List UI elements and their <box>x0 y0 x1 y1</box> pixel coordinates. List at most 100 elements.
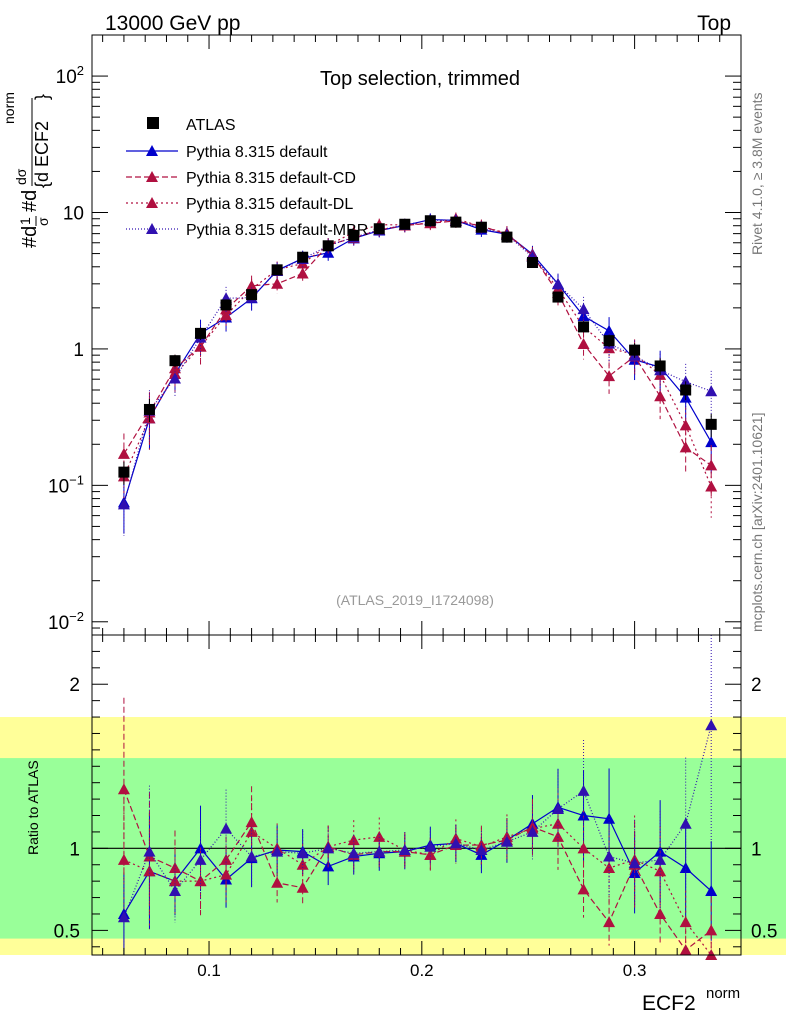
series-point <box>117 447 130 459</box>
ratio-point <box>296 881 309 893</box>
data-point <box>169 355 181 367</box>
ratio-point <box>603 916 616 928</box>
data-point <box>654 360 666 372</box>
ratio-point <box>424 848 437 860</box>
ratio-tick-label-left: 0.5 <box>54 921 80 942</box>
data-point <box>629 344 641 356</box>
ratio-line-0 <box>123 806 712 915</box>
ratio-point <box>654 845 667 857</box>
y-tick-label: 10−2 <box>48 609 84 634</box>
x-axis-label: ECF2 <box>642 992 696 1015</box>
svg-text:1: 1 <box>17 217 33 225</box>
series-point <box>705 459 718 471</box>
svg-text:#d: #d <box>19 226 41 248</box>
ratio-point <box>271 876 284 888</box>
ratio-point <box>475 843 488 855</box>
ratio-tick-label-left: 2 <box>69 675 80 696</box>
ratio-point <box>577 784 590 796</box>
ratio-point <box>526 825 539 837</box>
ratio-line-2 <box>123 823 712 956</box>
svg-text:norm: norm <box>1 92 17 124</box>
ratio-point <box>654 907 667 919</box>
ratio-point <box>577 883 590 895</box>
series-point <box>679 441 692 453</box>
data-point <box>220 299 232 311</box>
legend-atlas-label: ATLAS <box>186 117 236 134</box>
legend-atlas-marker <box>147 117 159 129</box>
series-point <box>679 375 692 387</box>
series-line-2 <box>123 218 712 487</box>
data-point <box>501 231 513 243</box>
ratio-point <box>552 830 565 842</box>
series-point <box>705 436 718 448</box>
ratio-point <box>373 830 386 842</box>
data-point <box>705 418 717 430</box>
y-tick-label: 10−1 <box>48 472 84 497</box>
series-point <box>705 385 718 397</box>
ratio-point <box>705 719 718 731</box>
ratio-point <box>117 783 130 795</box>
ratio-tick-label-left: 1 <box>69 839 80 860</box>
series-line-3 <box>123 219 712 505</box>
ratio-point <box>220 868 233 880</box>
x-tick-label: 0.1 <box>197 961 221 980</box>
series-point <box>603 370 616 382</box>
svg-text:#d: #d <box>19 190 41 212</box>
y-tick-label: 102 <box>56 63 84 88</box>
ratio-point <box>679 862 692 874</box>
legend: ATLAS Pythia 8.315 default Pythia 8.315 d… <box>126 117 368 239</box>
ratio-point <box>322 842 335 854</box>
series-point <box>679 419 692 431</box>
legend-marker <box>146 197 158 208</box>
ratio-point <box>679 817 692 829</box>
ratio-point <box>679 944 692 956</box>
svg-text:σ: σ <box>35 217 51 226</box>
series-point <box>168 362 181 374</box>
series-point <box>577 303 590 315</box>
ratio-point <box>143 865 156 877</box>
ratio-frame <box>91 634 742 956</box>
mcplots-label: mcplots.cern.ch [arXiv:2401.10621] <box>749 413 765 632</box>
ratio-point <box>245 850 258 862</box>
ratio-point <box>654 865 667 877</box>
ratio-point <box>424 840 437 852</box>
legend-label: Pythia 8.315 default <box>186 144 328 161</box>
ratio-tick-label-right: 2 <box>751 675 762 696</box>
ratio-point <box>373 845 386 857</box>
data-point <box>195 327 207 339</box>
ratio-point <box>220 822 233 834</box>
data-point <box>578 321 590 333</box>
series-point <box>220 309 233 321</box>
ratio-line-3 <box>123 725 712 918</box>
ratio-point <box>603 850 616 862</box>
x-tick-label: 0.3 <box>623 961 647 980</box>
series-point <box>577 337 590 349</box>
ratio-tick-label-right: 1 <box>751 839 762 860</box>
ratio-point <box>296 847 309 859</box>
ratio-point <box>603 812 616 824</box>
ratio-point <box>271 845 284 857</box>
series-point <box>654 390 667 402</box>
data-point <box>399 218 411 230</box>
series-point <box>271 277 284 289</box>
analysis-label: (ATLAS_2019_I1724098) <box>336 592 494 608</box>
data-point <box>118 466 130 478</box>
data-point <box>450 216 462 228</box>
svg-text:}: } <box>32 94 52 100</box>
series-point <box>296 267 309 279</box>
data-point <box>373 223 385 235</box>
ratio-point <box>449 837 462 849</box>
ratio-point <box>577 842 590 854</box>
data-point <box>322 240 334 252</box>
data-point <box>475 221 487 233</box>
ratio-point <box>245 816 258 828</box>
series-line-1 <box>123 220 712 466</box>
data-point <box>680 384 692 396</box>
data-point <box>526 257 538 269</box>
series-point <box>705 480 718 492</box>
series-line-0 <box>123 218 712 503</box>
ratio-point <box>552 817 565 829</box>
legend-marker <box>146 145 158 156</box>
rivet-label: Rivet 4.1.0, ≥ 3.8M events <box>749 92 765 255</box>
